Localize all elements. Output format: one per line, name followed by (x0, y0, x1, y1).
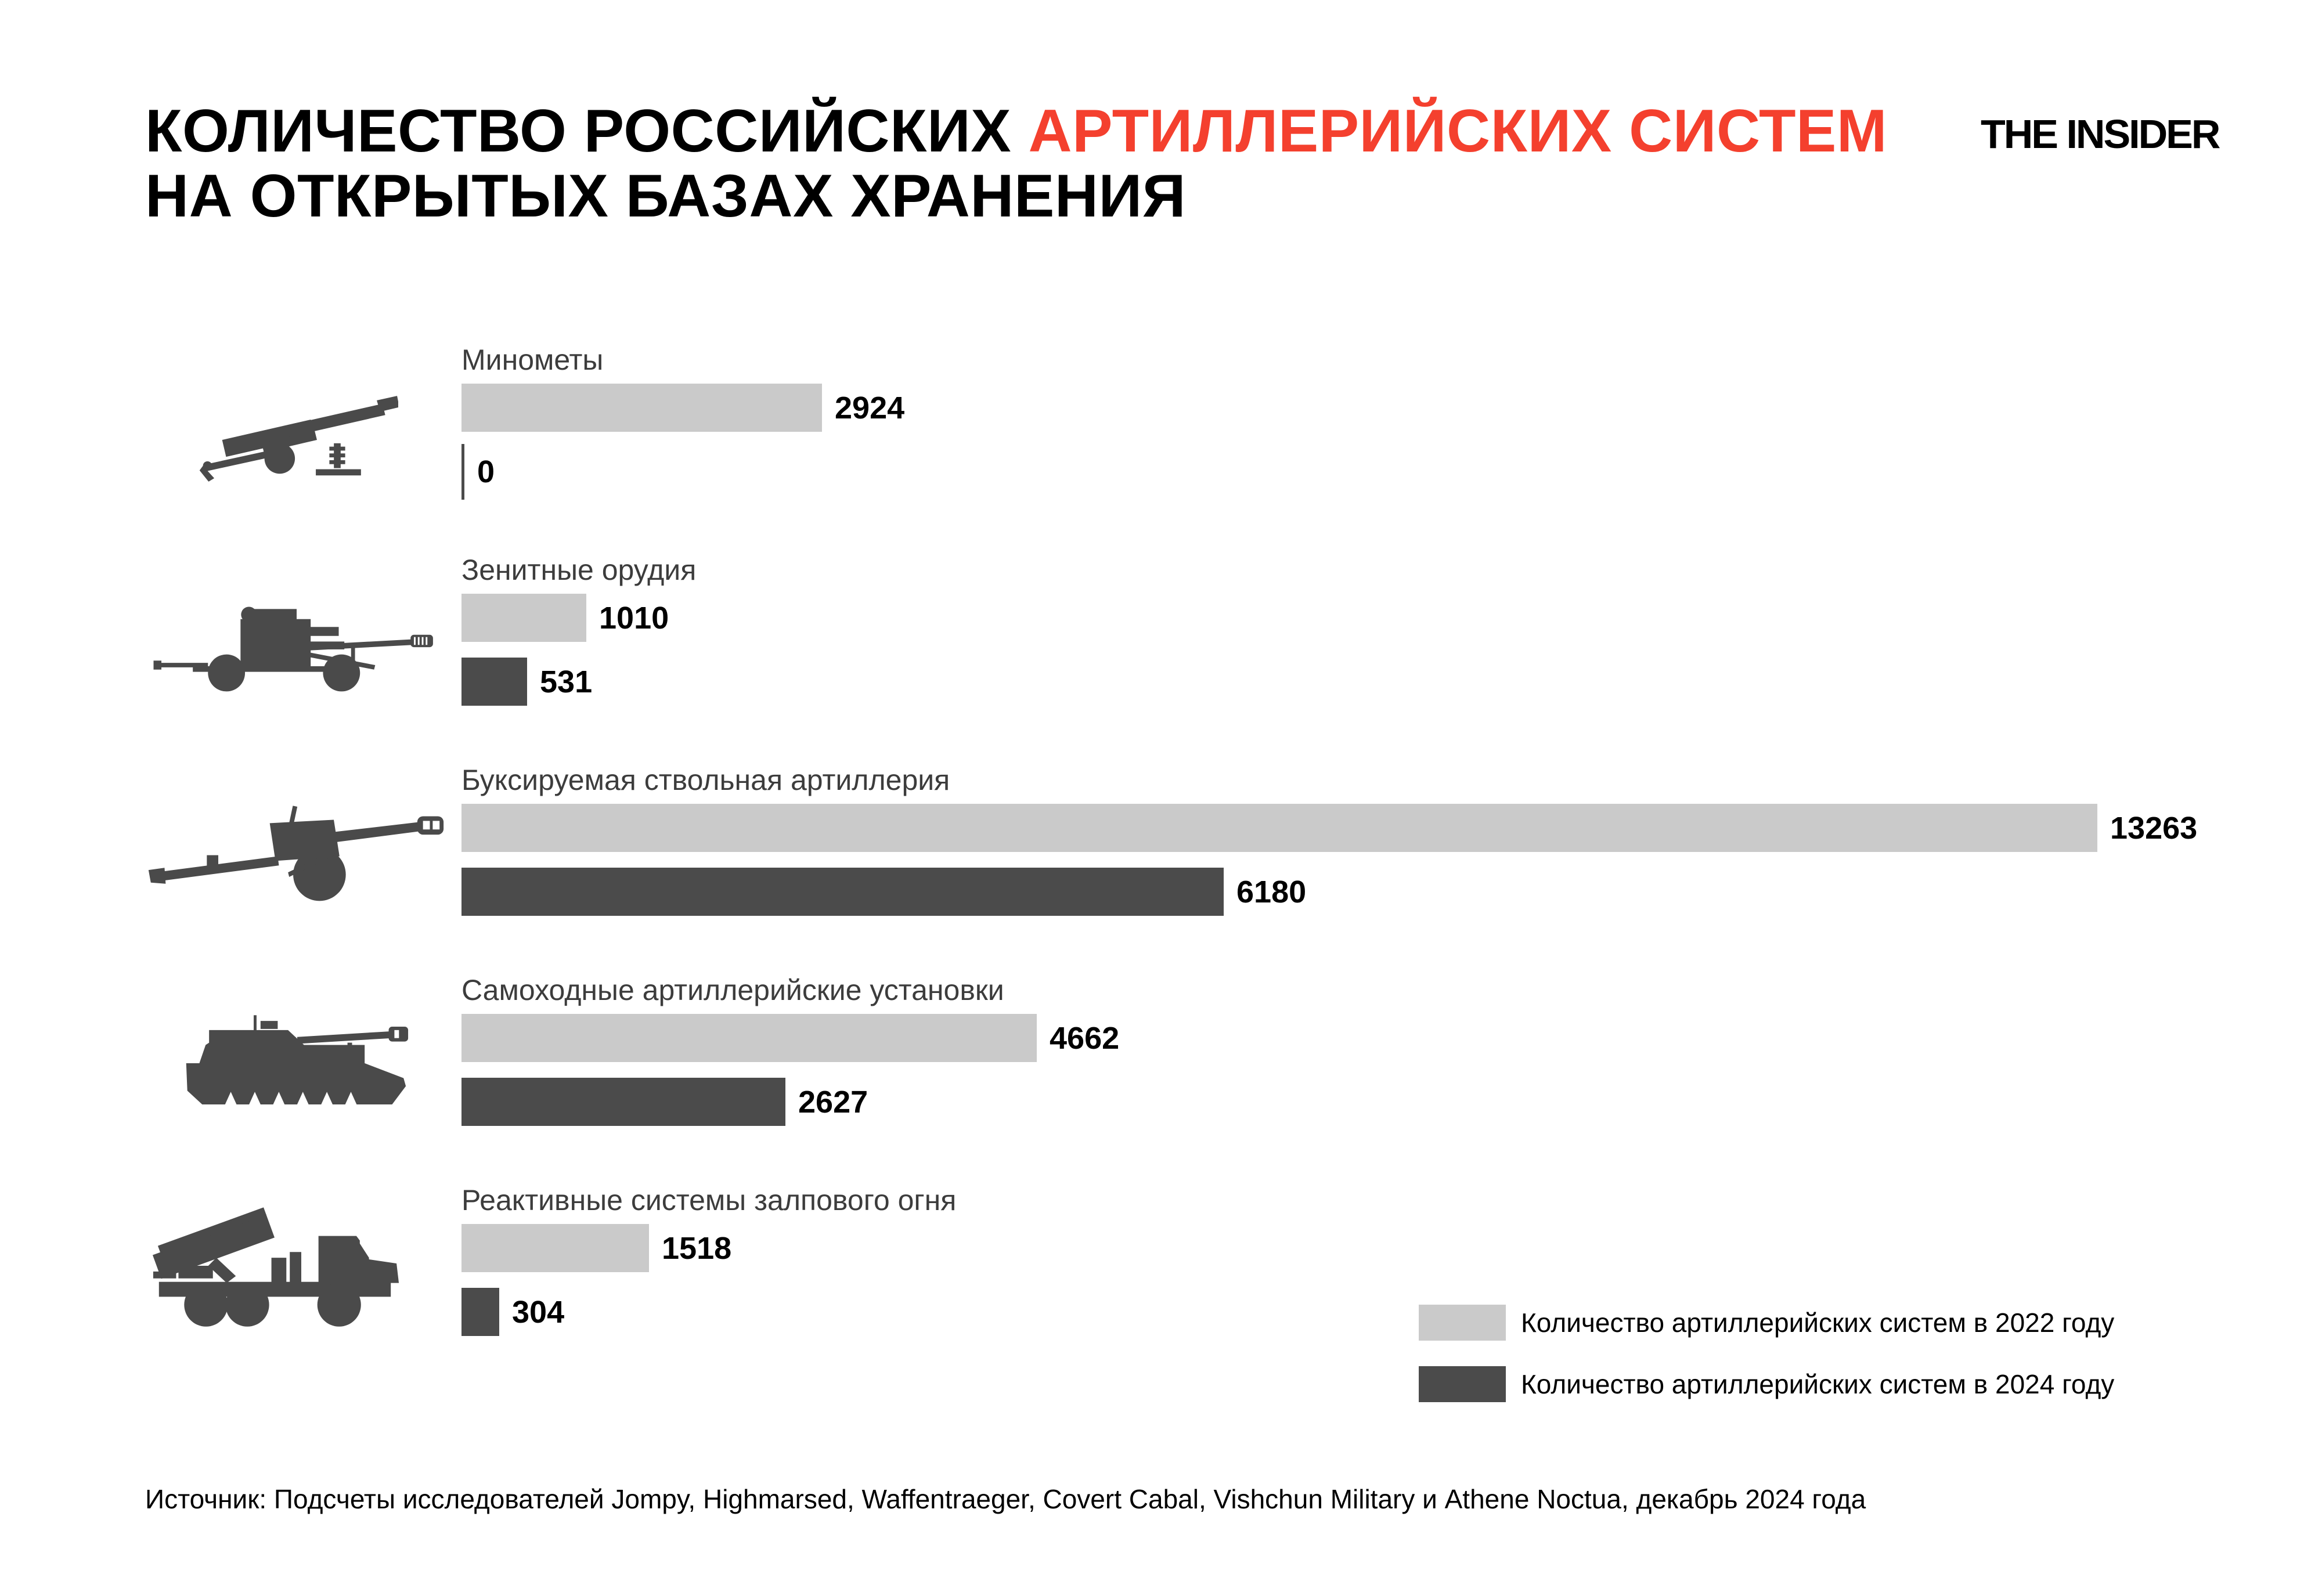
bar-value: 531 (540, 664, 593, 699)
bar-group-2024: 0 (461, 443, 2299, 500)
chart-row-aa-guns: Зенитные орудия 1010 531 (461, 553, 2299, 706)
bar-group-2022: 1518 (461, 1224, 2299, 1272)
mlrs-truck-icon (149, 1202, 401, 1330)
bar-group-2022: 13263 (461, 804, 2299, 852)
title-accent: АРТИЛЛЕРИЙСКИХ СИСТЕМ (1028, 98, 1888, 165)
legend-swatch-2022 (1419, 1305, 1506, 1341)
bar-group-2022: 1010 (461, 594, 2299, 642)
bar-2022 (461, 384, 822, 432)
bar-group-2024: 531 (461, 658, 2299, 706)
page-title: КОЛИЧЕСТВО РОССИЙСКИХ АРТИЛЛЕРИЙСКИХ СИС… (145, 99, 1887, 229)
towed-howitzer-icon (143, 799, 448, 913)
chart-row-mortars: Минометы 2924 0 (461, 342, 2299, 500)
category-label: Зенитные орудия (461, 554, 697, 586)
bar-value: 2924 (835, 390, 905, 425)
bar-2022 (461, 1014, 1037, 1062)
category-label: Самоходные артиллерийские установки (461, 974, 1004, 1006)
bar-2022 (461, 594, 586, 642)
brand-logo: THE INSIDER (1981, 111, 2220, 157)
bar-2024 (461, 443, 464, 500)
category-label: Реактивные системы залпового огня (461, 1184, 957, 1216)
bar-value: 6180 (1236, 874, 1307, 909)
bar-group-2022: 4662 (461, 1014, 2299, 1062)
bar-group-2024: 2627 (461, 1078, 2299, 1126)
bar-2024 (461, 1078, 785, 1126)
legend-label-2024: Количество артиллерийских систем в 2024 … (1521, 1369, 2115, 1399)
bar-value: 1010 (599, 600, 669, 635)
legend-item-2024: Количество артиллерийских систем в 2024 … (1419, 1366, 2114, 1402)
mortar-icon (195, 393, 398, 484)
source-note: Источник: Подсчеты исследователей Jompy,… (145, 1484, 1866, 1514)
bar-group-2024: 304 (461, 1288, 2299, 1336)
bar-2024 (461, 868, 1224, 916)
title-line-1: КОЛИЧЕСТВО РОССИЙСКИХ АРТИЛЛЕРИЙСКИХ СИС… (145, 99, 1887, 164)
title-line-2: НА ОТКРЫТЫХ БАЗАХ ХРАНЕНИЯ (145, 163, 1186, 230)
category-label: Минометы (461, 344, 604, 376)
bar-value: 1518 (662, 1230, 732, 1266)
title-line1-black: КОЛИЧЕСТВО РОССИЙСКИХ (145, 98, 1029, 165)
chart-row-self-propelled: Самоходные артиллерийские установки 4662… (461, 973, 2299, 1126)
bar-group-2022: 2924 (461, 384, 2299, 432)
chart-row-mlrs: Реактивные системы залпового огня 1518 3… (461, 1183, 2299, 1336)
legend-swatch-2024 (1419, 1366, 1506, 1402)
bar-2022 (461, 804, 2097, 852)
legend: Количество артиллерийских систем в 2022 … (1419, 1305, 2114, 1402)
bar-2022 (461, 1224, 649, 1272)
bar-2024 (461, 1288, 499, 1336)
chart-row-towed-artillery: Буксируемая ствольная артиллерия 13263 6… (461, 763, 2299, 916)
self-propelled-gun-icon (176, 1010, 410, 1120)
bar-value: 304 (512, 1294, 565, 1330)
anti-aircraft-gun-icon (149, 598, 445, 699)
category-label: Буксируемая ствольная артиллерия (461, 764, 950, 796)
bar-value: 13263 (2110, 810, 2198, 846)
legend-item-2022: Количество артиллерийских систем в 2022 … (1419, 1305, 2114, 1341)
bar-value: 4662 (1050, 1020, 1120, 1056)
bar-value: 0 (477, 454, 495, 489)
bar-2024 (461, 658, 527, 706)
bar-group-2024: 6180 (461, 868, 2299, 916)
legend-label-2022: Количество артиллерийских систем в 2022 … (1521, 1308, 2115, 1338)
bar-value: 2627 (798, 1084, 868, 1120)
